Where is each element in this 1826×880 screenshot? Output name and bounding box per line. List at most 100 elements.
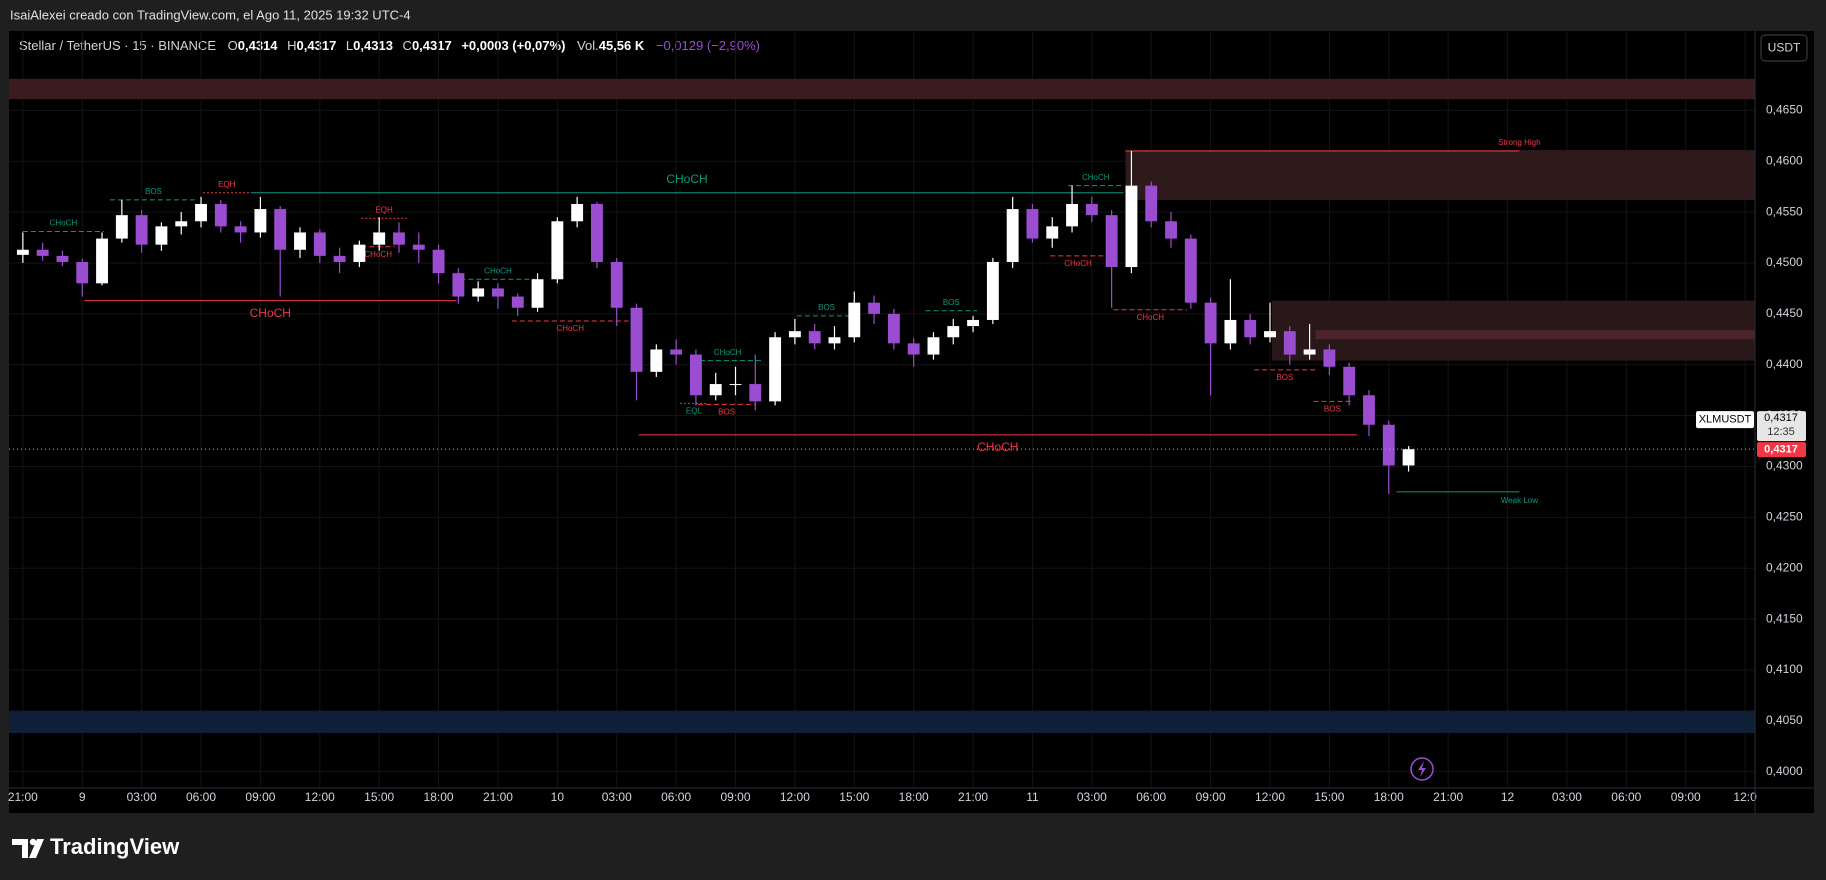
candle-body (373, 232, 386, 245)
candle-body (393, 232, 405, 245)
price-box-countdown: 12:35 (1767, 426, 1795, 438)
candle-body (1303, 349, 1316, 355)
x-tick-label: 18:00 (1374, 790, 1404, 804)
plot-area: CHoCH BOS EQH CHoCH CHoCH EQH CHoCH CHoCH CHoCH C… (9, 31, 1755, 788)
x-tick-label: 18:00 (899, 790, 929, 804)
last-price-label: 0,4317 (1764, 444, 1798, 456)
candle-body (1026, 209, 1039, 239)
candle-body (729, 384, 742, 386)
candle-body (927, 337, 940, 355)
alert-icon[interactable] (1410, 757, 1434, 781)
candle-body (432, 249, 445, 274)
structure-label: CHoCH (50, 219, 78, 228)
structure-label: BOS (145, 187, 162, 196)
chart-panel (9, 31, 1814, 813)
symbol-tag (1696, 411, 1754, 429)
last-price-tag (1757, 442, 1806, 458)
y-tick-label: 0,4600 (1766, 153, 1803, 167)
x-tick-label: 03:00 (127, 790, 157, 804)
x-tick-label: 9 (79, 790, 86, 804)
x-tick-label: 15:00 (839, 790, 869, 804)
candle-body (986, 261, 999, 320)
zone (1315, 330, 1755, 340)
legend-low: 0,4313 (353, 38, 393, 53)
candle-body (214, 203, 227, 227)
y-tick-label: 0,4100 (1766, 662, 1803, 676)
candle-body (1145, 185, 1158, 222)
candle-body (769, 337, 782, 402)
candle-body (36, 249, 49, 256)
structure-label: BOS (1276, 373, 1293, 382)
candle-body (1066, 203, 1078, 227)
y-tick-label: 0,4000 (1766, 764, 1803, 778)
candle-body (96, 238, 108, 284)
candle-body (1343, 366, 1356, 396)
y-tick-label: 0,4500 (1766, 255, 1803, 269)
candle-body (610, 261, 623, 308)
structure-label: EQL (686, 407, 703, 416)
x-tick-label: 09:00 (720, 790, 750, 804)
candle-body (115, 215, 128, 239)
candle-body (828, 337, 841, 344)
candle-body (492, 288, 504, 297)
candle-body (412, 244, 425, 250)
author-line: IsaiAlexei creado con TradingView.com, e… (10, 7, 411, 22)
y-tick-label: 0,4550 (1766, 204, 1803, 218)
logo-dot (29, 838, 37, 846)
candle-body (1046, 226, 1059, 239)
structure-label: CHoCH (1136, 313, 1164, 322)
candle-body (551, 221, 564, 280)
candle-body (571, 203, 584, 222)
currency-button[interactable] (1760, 34, 1808, 62)
candle-body (788, 331, 801, 338)
structure-label: CHoCH (484, 266, 512, 275)
candle-body (1184, 238, 1197, 303)
x-tick-label: 09:00 (245, 790, 275, 804)
structure-label: CHoCH (977, 440, 1018, 454)
legend-volume-label: Vol. (577, 38, 599, 53)
candle-body (709, 384, 722, 396)
candle-body (1125, 185, 1138, 268)
candle-body (294, 232, 306, 250)
candle-body (1283, 331, 1296, 355)
candle-body (76, 261, 89, 284)
candle-body (1224, 319, 1237, 344)
structure-label: CHoCH (250, 306, 291, 320)
x-tick-label: 06:00 (186, 790, 216, 804)
candle-body (1085, 203, 1098, 216)
candle-body (1204, 302, 1217, 344)
symbol-tag-label: XLMUSDT (1699, 414, 1752, 426)
legend-open: 0,4314 (238, 38, 279, 53)
candle-body (1006, 209, 1019, 262)
candle-body (947, 326, 960, 338)
candle-body (650, 349, 663, 372)
candle-body (56, 255, 69, 262)
candle-body (452, 273, 465, 297)
x-tick-label: 09:00 (1671, 790, 1701, 804)
x-tick-label: 03:00 (1552, 790, 1582, 804)
x-tick-label: 06:00 (1136, 790, 1166, 804)
structure-label: BOS (818, 303, 835, 312)
y-tick-label: 0,4150 (1766, 611, 1803, 625)
level-label: Strong High (1498, 138, 1540, 147)
zone (9, 78, 1755, 100)
candle-body (689, 354, 702, 396)
y-tick-label: 0,4050 (1766, 713, 1803, 727)
structure-label: BOS (943, 298, 960, 307)
y-tick-label: 0,4400 (1766, 357, 1803, 371)
structure-label: BOS (1324, 404, 1341, 413)
candle-body (1323, 349, 1336, 367)
structure-label: CHoCH (666, 172, 707, 186)
currency-button-label[interactable]: USDT (1768, 41, 1801, 55)
structure-label: CHoCH (1082, 173, 1110, 182)
candle-body (313, 232, 326, 256)
y-tick-label: 0,4300 (1766, 459, 1803, 473)
x-tick-label: 09:00 (1196, 790, 1226, 804)
legend-close-label: C (403, 38, 412, 53)
x-tick-label: 21:00 (483, 790, 513, 804)
legend-high-label: H (287, 38, 296, 53)
x-tick-label: 11 (1026, 790, 1039, 804)
structure-label: EQH (218, 180, 236, 189)
